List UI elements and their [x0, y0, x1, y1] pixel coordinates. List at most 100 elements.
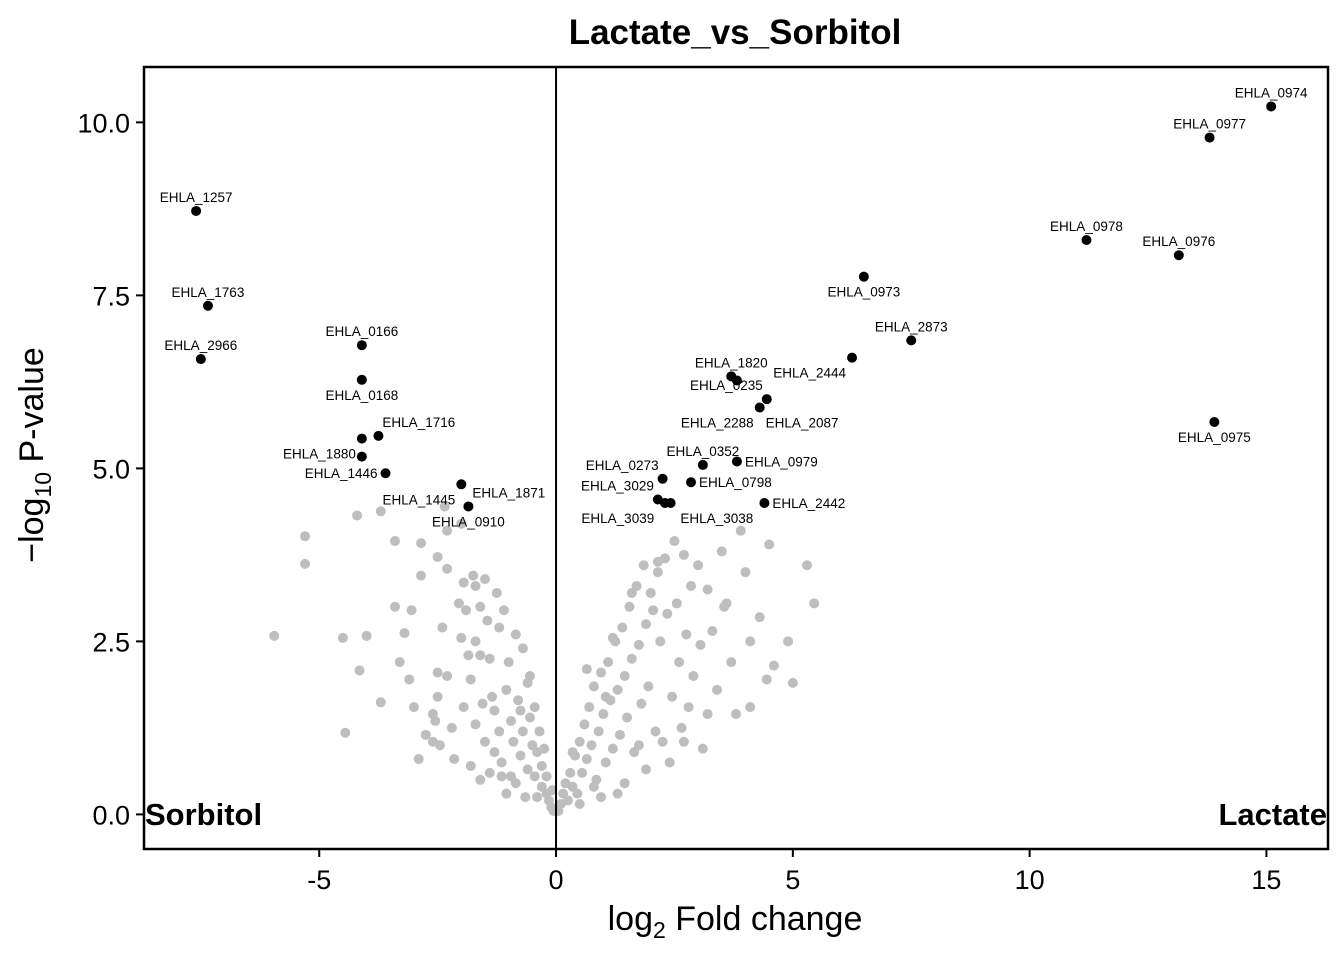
ns-point	[432, 691, 443, 702]
x-tick-label: 15	[1251, 865, 1281, 895]
ns-point	[484, 653, 495, 664]
ns-point	[337, 632, 348, 643]
ns-point	[479, 574, 490, 585]
ns-point	[501, 788, 512, 799]
ns-point	[655, 636, 666, 647]
x-axis-ticks: -5 0 5 10 15	[307, 849, 1281, 895]
ns-point	[716, 546, 727, 557]
ns-point	[626, 587, 637, 598]
ns-point	[513, 695, 524, 706]
ns-point	[352, 510, 363, 521]
ns-point	[442, 525, 453, 536]
ns-point	[707, 626, 718, 637]
ns-point	[633, 639, 644, 650]
gene-label: EHLA_2087	[766, 415, 839, 430]
gene-label: EHLA_0977	[1173, 117, 1246, 132]
ns-point	[529, 702, 540, 713]
ns-point	[768, 660, 779, 671]
ns-point	[645, 587, 656, 598]
sig-point	[1209, 417, 1220, 428]
ns-point	[617, 622, 628, 633]
x-tick-label: -5	[307, 865, 331, 895]
gene-label: EHLA_0974	[1235, 85, 1308, 100]
ns-point	[612, 788, 623, 799]
y-axis-title-suffix: P-value	[13, 347, 51, 472]
ns-point	[581, 754, 592, 765]
ns-point	[681, 629, 692, 640]
gene-label: EHLA_3038	[680, 511, 753, 526]
sig-point	[697, 459, 708, 470]
ns-point	[489, 705, 500, 716]
ns-point	[489, 747, 500, 758]
ns-point	[638, 560, 649, 571]
ns-point	[446, 722, 457, 733]
ns-point	[503, 657, 514, 668]
gene-label: EHLA_2444	[773, 366, 846, 381]
ns-point	[614, 729, 625, 740]
ns-point	[413, 754, 424, 765]
ns-point	[406, 605, 417, 616]
ns-point	[761, 674, 772, 685]
ns-point	[596, 667, 607, 678]
ns-point	[598, 709, 609, 720]
ns-point	[626, 653, 637, 664]
y-tick-label: 7.5	[92, 281, 130, 311]
ns-point	[508, 736, 519, 747]
ns-point	[470, 636, 481, 647]
sig-point	[1204, 132, 1215, 143]
sig-point	[456, 479, 467, 490]
ns-point	[600, 691, 611, 702]
ns-point	[300, 531, 311, 542]
gene-label: EHLA_0976	[1142, 234, 1215, 249]
ns-point	[641, 764, 652, 775]
ns-point	[695, 639, 706, 650]
ns-point	[702, 584, 713, 595]
ns-point	[662, 608, 673, 619]
ns-point	[517, 726, 528, 737]
ns-point	[416, 538, 427, 549]
ns-point	[686, 581, 697, 592]
gene-label: EHLA_1716	[382, 415, 455, 430]
not-significant-points	[269, 501, 820, 816]
gene-label: EHLA_0973	[827, 285, 900, 300]
ns-point	[624, 601, 635, 612]
ns-point	[581, 664, 592, 675]
ns-point	[477, 698, 488, 709]
chart-title: Lactate_vs_Sorbitol	[569, 13, 902, 52]
ns-point	[515, 705, 526, 716]
ns-point	[453, 598, 464, 609]
gene-label: EHLA_0910	[432, 514, 505, 529]
ns-point	[567, 747, 578, 758]
gene-label: EHLA_2966	[164, 338, 237, 353]
ns-point	[463, 650, 474, 661]
y-tick-label: 10.0	[77, 108, 130, 138]
ns-point	[536, 760, 547, 771]
ns-point	[529, 771, 540, 782]
x-axis-title: log2 Fold change	[608, 900, 863, 943]
gene-label: EHLA_1820	[695, 355, 768, 370]
ns-point	[809, 598, 820, 609]
ns-point	[619, 670, 630, 681]
ns-point	[491, 587, 502, 598]
ns-point	[394, 657, 405, 668]
ns-point	[524, 670, 535, 681]
ns-point	[465, 760, 476, 771]
ns-point	[719, 601, 730, 612]
ns-point	[470, 581, 481, 592]
gene-label: EHLA_2442	[772, 496, 845, 511]
y-tick-label: 2.5	[92, 627, 130, 657]
sig-point	[731, 456, 742, 467]
x-tick-label: 5	[785, 865, 800, 895]
ns-point	[579, 719, 590, 730]
sig-point	[731, 375, 742, 386]
ns-point	[506, 771, 517, 782]
sig-point	[858, 271, 869, 282]
sig-point	[1081, 235, 1092, 246]
gene-label: EHLA_0235	[690, 378, 763, 393]
gene-label: EHLA_0979	[745, 454, 818, 469]
ns-point	[300, 558, 311, 569]
gene-label: EHLA_3029	[581, 479, 654, 494]
ns-point	[515, 750, 526, 761]
ns-point	[600, 757, 611, 768]
